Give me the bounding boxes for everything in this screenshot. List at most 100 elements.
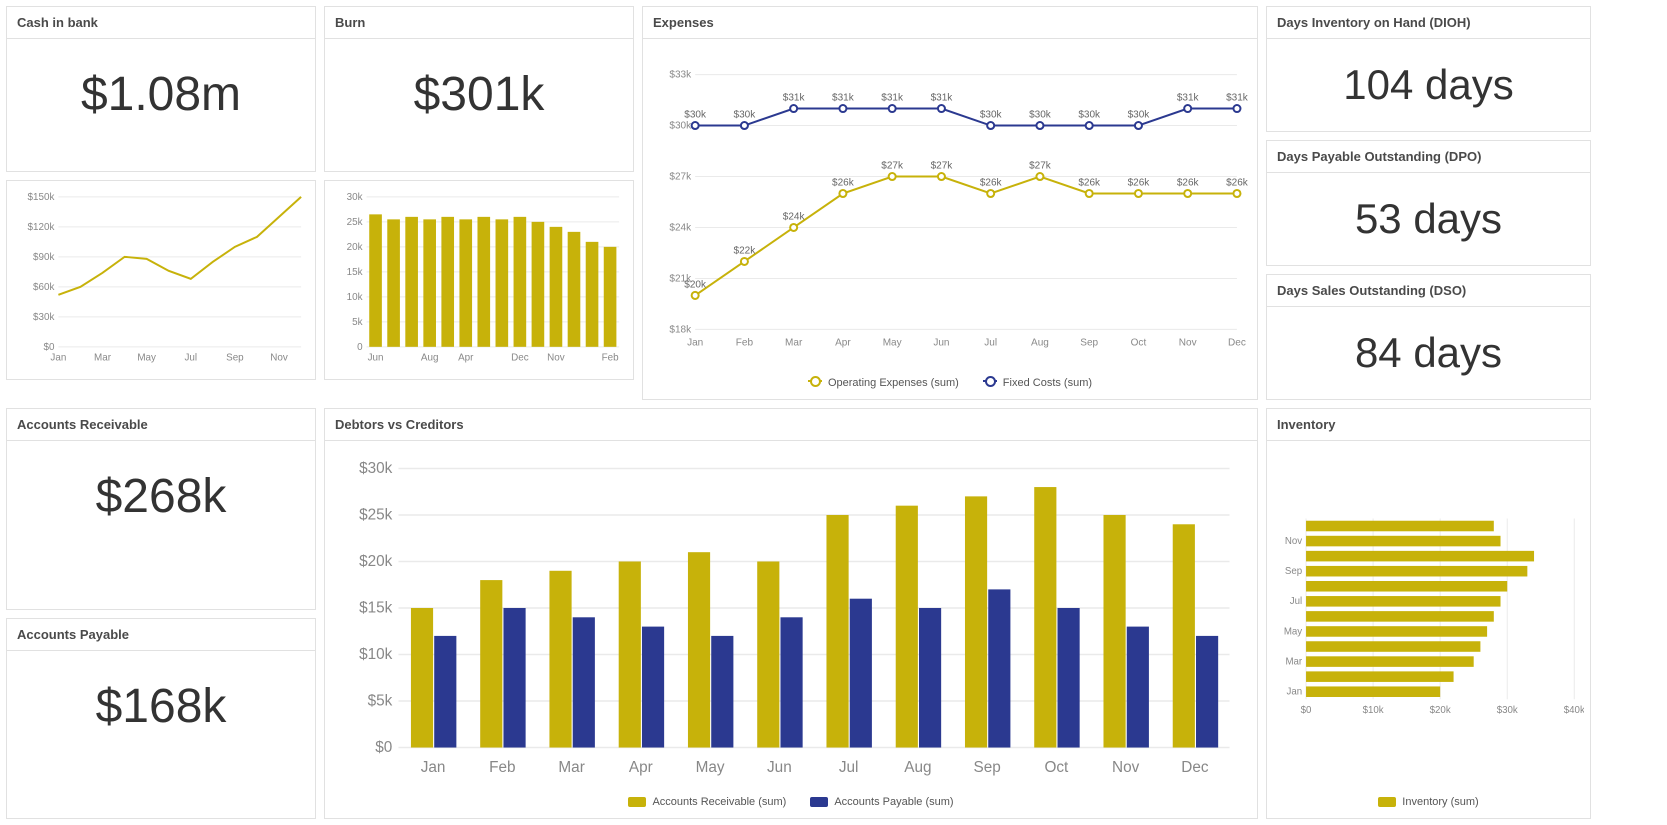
svg-text:$20k: $20k xyxy=(684,279,707,290)
expenses-card: Expenses $18k$21k$24k$27k$30k$33kJanFebM… xyxy=(642,6,1258,400)
svg-text:May: May xyxy=(696,759,725,776)
ar-title: Accounts Receivable xyxy=(7,409,315,441)
burn-title: Burn xyxy=(325,7,633,39)
dso-value: 84 days xyxy=(1267,307,1590,399)
svg-text:$30k: $30k xyxy=(669,121,692,132)
svg-text:$31k: $31k xyxy=(881,93,904,104)
svg-text:$90k: $90k xyxy=(33,251,54,262)
svg-text:Apr: Apr xyxy=(629,759,653,776)
svg-text:25k: 25k xyxy=(347,216,363,227)
inventory-title: Inventory xyxy=(1267,409,1590,441)
svg-text:$33k: $33k xyxy=(669,70,692,81)
svg-text:$24k: $24k xyxy=(783,211,806,222)
svg-text:Dec: Dec xyxy=(1181,759,1209,776)
svg-text:May: May xyxy=(137,352,156,363)
svg-text:$25k: $25k xyxy=(359,507,393,524)
svg-text:$0: $0 xyxy=(43,341,54,352)
svg-text:$31k: $31k xyxy=(1226,93,1249,104)
svg-text:Jun: Jun xyxy=(368,352,384,363)
svg-text:$27k: $27k xyxy=(931,160,954,171)
svg-text:$30k: $30k xyxy=(684,110,707,121)
svg-text:Jul: Jul xyxy=(1290,596,1302,607)
debtors-title: Debtors vs Creditors xyxy=(325,409,1257,441)
inventory-chart: $0$10k$20k$30k$40kNovSepJulMayMarJan xyxy=(1273,447,1584,784)
svg-text:$20k: $20k xyxy=(359,553,393,570)
svg-text:Jun: Jun xyxy=(767,759,792,776)
legend-item: Operating Expenses (sum) xyxy=(808,377,959,389)
inventory-card: Inventory $0$10k$20k$30k$40kNovSepJulMay… xyxy=(1266,408,1591,819)
svg-text:$30k: $30k xyxy=(1029,110,1052,121)
cash-card: Cash in bank $1.08m xyxy=(6,6,316,172)
svg-text:Mar: Mar xyxy=(1285,657,1302,668)
svg-text:$20k: $20k xyxy=(1430,705,1451,716)
legend-item: Accounts Payable (sum) xyxy=(810,796,953,808)
svg-text:$10k: $10k xyxy=(1363,705,1384,716)
burn-card: Burn $301k xyxy=(324,6,634,172)
burn-chart-card: 05k10k15k20k25k30kJunAugAprDecNovFeb xyxy=(324,180,634,380)
ar-card: Accounts Receivable $268k xyxy=(6,408,316,610)
svg-text:$26k: $26k xyxy=(1177,177,1200,188)
svg-text:Jul: Jul xyxy=(984,337,997,348)
svg-text:5k: 5k xyxy=(352,316,362,327)
svg-text:$26k: $26k xyxy=(980,177,1003,188)
svg-text:0: 0 xyxy=(357,341,363,352)
svg-text:Nov: Nov xyxy=(1112,759,1140,776)
svg-text:$30k: $30k xyxy=(359,460,393,477)
svg-text:$26k: $26k xyxy=(1226,177,1249,188)
legend-item: Fixed Costs (sum) xyxy=(983,377,1092,389)
svg-text:$24k: $24k xyxy=(669,222,692,233)
svg-text:$31k: $31k xyxy=(783,93,806,104)
dpo-card: Days Payable Outstanding (DPO) 53 days xyxy=(1266,140,1591,266)
ar-value: $268k xyxy=(7,441,315,552)
svg-text:$31k: $31k xyxy=(1177,93,1200,104)
svg-text:Sep: Sep xyxy=(1080,337,1098,348)
cash-chart-card: $0$30k$60k$90k$120k$150kJanMarMayJulSepN… xyxy=(6,180,316,380)
svg-text:$31k: $31k xyxy=(832,93,855,104)
svg-text:Sep: Sep xyxy=(973,759,1000,776)
svg-text:Apr: Apr xyxy=(458,352,474,363)
svg-text:Aug: Aug xyxy=(421,352,439,363)
svg-text:Jan: Jan xyxy=(1287,687,1303,698)
svg-text:Nov: Nov xyxy=(1285,536,1302,547)
svg-text:Jan: Jan xyxy=(50,352,66,363)
cash-value: $1.08m xyxy=(7,39,315,150)
svg-text:$40k: $40k xyxy=(1564,705,1584,716)
dioh-title: Days Inventory on Hand (DIOH) xyxy=(1267,7,1590,39)
svg-text:Dec: Dec xyxy=(1228,337,1246,348)
svg-text:Mar: Mar xyxy=(94,352,112,363)
svg-text:Jan: Jan xyxy=(421,759,446,776)
svg-text:$30k: $30k xyxy=(1078,110,1101,121)
svg-text:$30k: $30k xyxy=(1128,110,1151,121)
svg-text:Sep: Sep xyxy=(1285,566,1302,577)
cash-title: Cash in bank xyxy=(7,7,315,39)
dpo-title: Days Payable Outstanding (DPO) xyxy=(1267,141,1590,173)
svg-text:Nov: Nov xyxy=(1179,337,1197,348)
svg-text:$30k: $30k xyxy=(734,110,757,121)
svg-text:$26k: $26k xyxy=(1128,177,1151,188)
svg-text:Nov: Nov xyxy=(547,352,565,363)
svg-text:Mar: Mar xyxy=(785,337,803,348)
svg-text:$27k: $27k xyxy=(881,160,904,171)
svg-text:$26k: $26k xyxy=(1078,177,1101,188)
expenses-title: Expenses xyxy=(643,7,1257,39)
cash-line-chart: $0$30k$60k$90k$120k$150kJanMarMayJulSepN… xyxy=(13,187,309,374)
svg-text:$0: $0 xyxy=(1301,705,1312,716)
svg-text:$10k: $10k xyxy=(359,646,393,663)
dioh-card: Days Inventory on Hand (DIOH) 104 days xyxy=(1266,6,1591,132)
svg-text:$18k: $18k xyxy=(669,324,692,335)
ap-card: Accounts Payable $168k xyxy=(6,618,316,820)
svg-text:$27k: $27k xyxy=(1029,160,1052,171)
dso-card: Days Sales Outstanding (DSO) 84 days xyxy=(1266,274,1591,400)
expenses-legend: Operating Expenses (sum) Fixed Costs (sum… xyxy=(643,371,1257,399)
debtors-chart: $0$5k$10k$15k$20k$25k$30kJanFebMarAprMay… xyxy=(331,447,1251,784)
debtors-legend: Accounts Receivable (sum)Accounts Payabl… xyxy=(325,790,1257,818)
expenses-chart: $18k$21k$24k$27k$30k$33kJanFebMarAprMayJ… xyxy=(649,45,1251,365)
dpo-value: 53 days xyxy=(1267,173,1590,265)
dioh-value: 104 days xyxy=(1267,39,1590,131)
svg-text:$27k: $27k xyxy=(669,172,692,183)
svg-text:$150k: $150k xyxy=(28,191,55,202)
svg-text:30k: 30k xyxy=(347,191,363,202)
svg-text:$60k: $60k xyxy=(33,281,54,292)
svg-text:Feb: Feb xyxy=(489,759,515,776)
svg-text:May: May xyxy=(1284,626,1302,637)
